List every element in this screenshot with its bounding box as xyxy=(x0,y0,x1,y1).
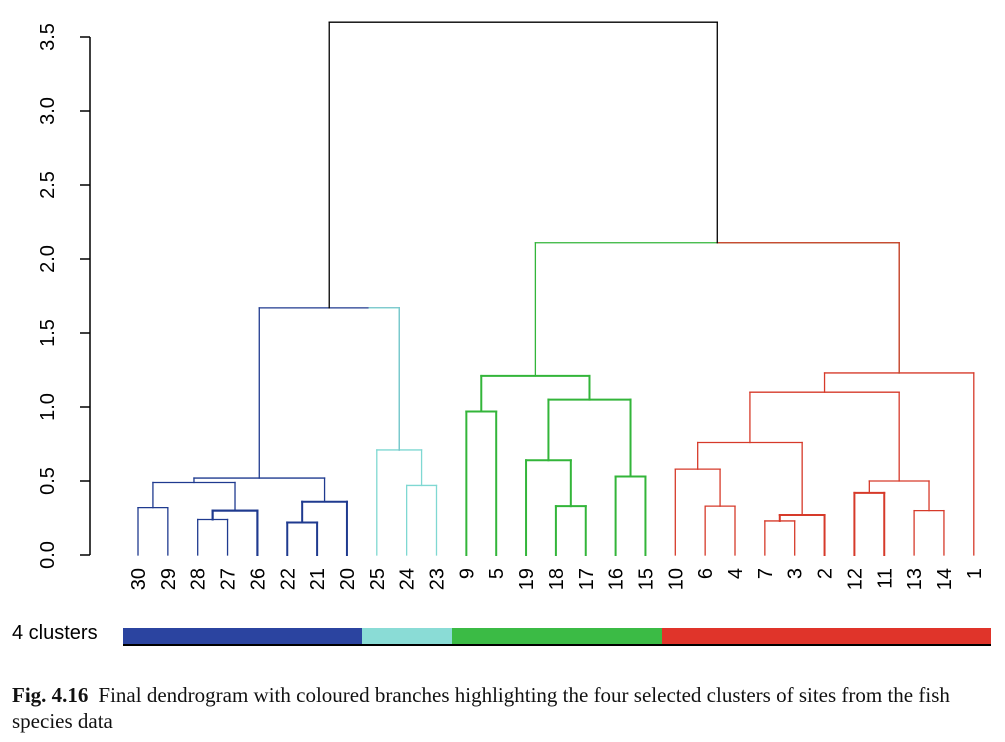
leaf-label: 22 xyxy=(277,568,299,590)
y-tick-label: 1.0 xyxy=(37,393,59,421)
leaf-label: 7 xyxy=(755,568,777,579)
leaf-label: 29 xyxy=(158,568,180,590)
leaf-label: 21 xyxy=(307,568,329,590)
leaf-label: 27 xyxy=(218,568,240,590)
leaf-label: 10 xyxy=(665,568,687,590)
leaf-label: 9 xyxy=(456,568,478,579)
dendrogram-chart: 0.00.51.01.52.02.53.03.5 30 29 28 27 26 22 21 2… xyxy=(37,21,986,590)
leaf-label: 25 xyxy=(367,568,389,590)
figure-caption: Fig. 4.16 Final dendrogram with coloured … xyxy=(12,682,997,734)
caption-text: Final dendrogram with coloured branches … xyxy=(12,683,950,733)
cluster-bar-segment xyxy=(123,628,363,644)
y-tick-label: 0.0 xyxy=(37,541,59,569)
cluster-bar-segment xyxy=(661,628,991,644)
leaf-label: 28 xyxy=(188,568,210,590)
leaf-labels: 30 29 28 27 26 22 21 20 25 24 23 9 5 19 18 17 16 15 10 6 4 7 3… xyxy=(128,568,986,590)
leaf-label: 17 xyxy=(576,568,598,590)
y-tick-label: 3.5 xyxy=(37,23,59,51)
leaf-label: 20 xyxy=(337,568,359,590)
dendrogram-branches xyxy=(137,21,975,556)
y-tick-label: 0.5 xyxy=(37,467,59,495)
leaf-label: 5 xyxy=(486,568,508,579)
leaf-label: 16 xyxy=(606,568,628,590)
leaf-label: 6 xyxy=(695,568,717,579)
leaf-label: 30 xyxy=(128,568,150,590)
leaf-label: 26 xyxy=(247,568,269,590)
y-tick-label: 2.5 xyxy=(37,171,59,199)
leaf-label: 19 xyxy=(516,568,538,590)
cluster-bar-label: 4 clusters xyxy=(12,622,98,644)
y-tick-label: 1.5 xyxy=(37,319,59,347)
leaf-label: 15 xyxy=(635,568,657,590)
leaf-label: 4 xyxy=(725,568,747,579)
leaf-label: 3 xyxy=(785,568,807,579)
leaf-label: 18 xyxy=(546,568,568,590)
y-axis: 0.0 0.5 1.0 1.5 2.0 2.5 3.0 3.5 xyxy=(37,23,91,569)
leaf-label: 14 xyxy=(934,568,956,590)
leaf-label: 11 xyxy=(874,568,896,589)
y-tick-label: 3.0 xyxy=(37,97,59,125)
cluster-bar-baseline xyxy=(123,644,991,646)
cluster-bar-segment xyxy=(362,628,453,644)
leaf-label: 1 xyxy=(964,568,986,579)
figure-number: Fig. 4.16 xyxy=(12,683,89,707)
leaf-label: 24 xyxy=(397,568,419,590)
cluster-bar-segment xyxy=(452,628,662,644)
leaf-label: 13 xyxy=(904,568,926,590)
leaf-label: 23 xyxy=(427,568,449,590)
leaf-label: 12 xyxy=(844,568,866,590)
leaf-label: 2 xyxy=(815,568,837,579)
cluster-membership-bar xyxy=(123,628,991,646)
y-tick-label: 2.0 xyxy=(37,245,59,273)
